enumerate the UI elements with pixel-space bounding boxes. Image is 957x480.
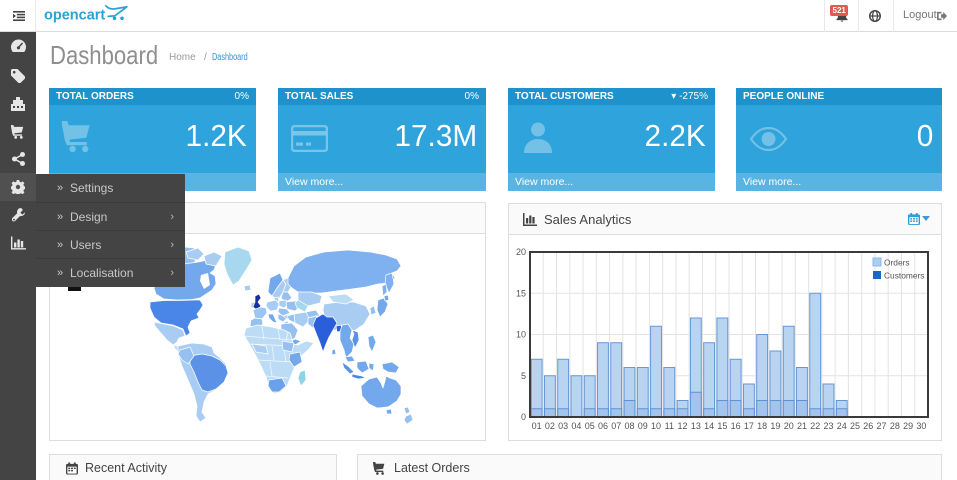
- svg-text:27: 27: [877, 421, 887, 431]
- svg-text:opencart: opencart: [44, 8, 105, 24]
- svg-text:21: 21: [797, 421, 807, 431]
- svg-text:08: 08: [624, 421, 634, 431]
- svg-text:17: 17: [744, 421, 754, 431]
- svg-text:09: 09: [638, 421, 648, 431]
- svg-text:14: 14: [704, 421, 714, 431]
- svg-text:11: 11: [665, 421, 674, 431]
- svg-text:04: 04: [571, 421, 581, 431]
- svg-text:25: 25: [850, 421, 860, 431]
- svg-text:05: 05: [585, 421, 595, 431]
- svg-text:03: 03: [558, 421, 568, 431]
- svg-text:01: 01: [532, 421, 542, 431]
- svg-text:15: 15: [717, 421, 727, 431]
- svg-text:24: 24: [837, 421, 847, 431]
- svg-text:15: 15: [516, 288, 526, 298]
- svg-text:07: 07: [611, 421, 621, 431]
- svg-text:18: 18: [757, 421, 767, 431]
- svg-text:Customers: Customers: [884, 271, 925, 281]
- svg-text:20: 20: [784, 421, 794, 431]
- svg-text:16: 16: [731, 421, 741, 431]
- svg-text:19: 19: [770, 421, 780, 431]
- svg-text:29: 29: [903, 421, 913, 431]
- svg-text:10: 10: [651, 421, 661, 431]
- svg-text:28: 28: [890, 421, 900, 431]
- svg-text:02: 02: [545, 421, 555, 431]
- svg-text:13: 13: [691, 421, 701, 431]
- svg-text:0: 0: [521, 412, 526, 422]
- svg-text:30: 30: [916, 421, 926, 431]
- svg-text:22: 22: [810, 421, 820, 431]
- svg-text:10: 10: [516, 330, 526, 340]
- svg-text:5: 5: [521, 371, 526, 381]
- svg-text:06: 06: [598, 421, 608, 431]
- svg-text:Orders: Orders: [884, 258, 910, 268]
- svg-text:12: 12: [678, 421, 688, 431]
- svg-text:20: 20: [516, 247, 526, 257]
- svg-text:26: 26: [863, 421, 873, 431]
- svg-text:23: 23: [823, 421, 833, 431]
